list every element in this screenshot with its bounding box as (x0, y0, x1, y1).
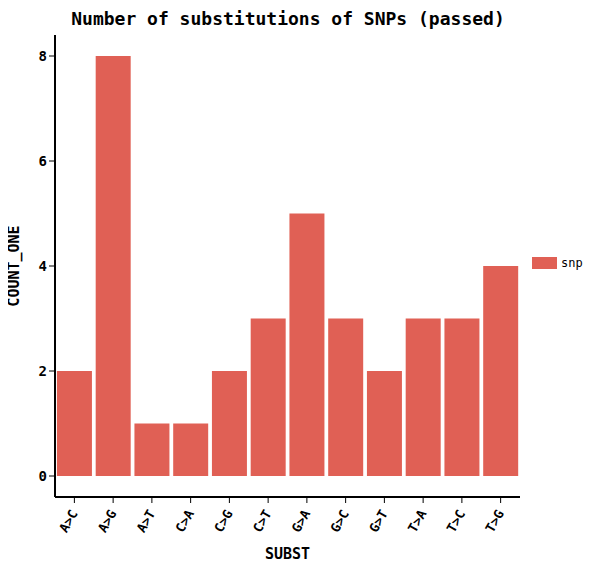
svg-text:SUBST: SUBST (265, 545, 310, 563)
svg-text:6: 6 (39, 153, 47, 169)
svg-text:T>C: T>C (444, 507, 469, 535)
svg-text:A>C: A>C (56, 507, 81, 535)
svg-text:2: 2 (39, 363, 47, 379)
svg-text:T>A: T>A (405, 507, 430, 535)
svg-text:C>A: C>A (172, 507, 197, 535)
html-text:Number of substitutions of SNP: Number of substitutions of SNPs (passed) (71, 8, 505, 29)
svg-text:A>G: A>G (95, 507, 120, 535)
svg-text:G>A: G>A (289, 507, 314, 535)
svg-text:COUNT_ONE: COUNT_ONE (8, 225, 23, 306)
svg-text:G>T: G>T (366, 507, 391, 535)
svg-text:8: 8 (39, 48, 47, 64)
svg-text:4: 4 (39, 258, 47, 274)
svg-text:0: 0 (39, 468, 47, 484)
svg-text:G>C: G>C (327, 507, 352, 535)
svg-text:A>T: A>T (134, 507, 159, 535)
html-text:snp: snp (561, 256, 583, 270)
svg-text:C>T: C>T (250, 507, 275, 535)
svg-text:T>G: T>G (482, 507, 507, 535)
svg-text:C>G: C>G (211, 507, 236, 535)
